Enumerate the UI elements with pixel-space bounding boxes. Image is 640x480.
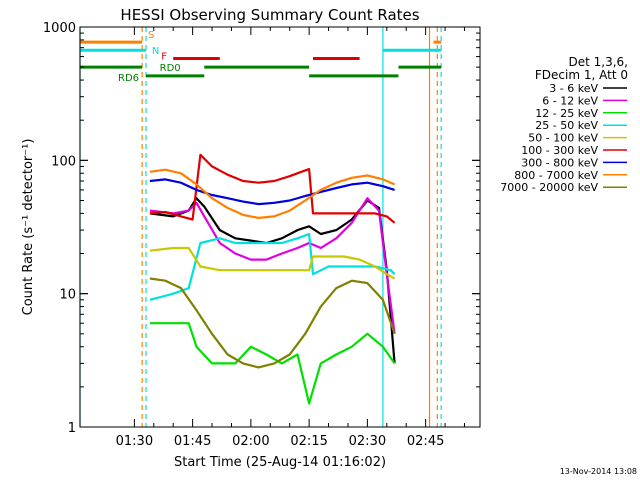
y-axis: 1 10 100 1000 (43, 21, 480, 436)
series-line-7000-20000-kev (149, 277, 396, 369)
legend-header-line-1: Det 1,3,6, (569, 55, 629, 69)
series-line-12-25-kev (149, 322, 396, 405)
series-line-300-800-kev (149, 178, 395, 206)
flag-label-rd6: RD6 (118, 73, 139, 84)
x-tick-label: 02:00 (232, 434, 269, 449)
x-tick-label: 01:45 (174, 434, 211, 449)
y-tick-label: 1000 (43, 21, 76, 36)
y-axis-label: Count Rate (s⁻¹ detector⁻¹) (21, 139, 36, 316)
series-line-3-6-kev (149, 197, 396, 364)
legend-label: 800 - 7000 keV (514, 169, 598, 182)
x-tick-label: 02:30 (349, 434, 386, 449)
legend-label: 6 - 12 keV (542, 94, 598, 107)
legend-label: 300 - 800 keV (521, 156, 598, 169)
y-tick-label: 100 (51, 154, 76, 169)
series-line-6-12-kev (149, 197, 396, 334)
plot-frame (79, 26, 481, 428)
x-tick-label: 01:30 (116, 434, 153, 449)
x-axis: 01:30 01:45 02:00 02:15 02:30 02:45 (116, 27, 465, 449)
flag-label-n: N (152, 46, 159, 57)
footer-timestamp: 13-Nov-2014 13:08 (560, 467, 637, 476)
legend-header-line-2: FDecim 1, Att 0 (535, 68, 628, 82)
legend-label: 7000 - 20000 keV (500, 181, 598, 194)
y-tick-label: 10 (59, 288, 76, 303)
x-tick-label: 02:45 (407, 434, 444, 449)
series-line-50-100-kev (149, 246, 396, 280)
legend-label: 3 - 6 keV (549, 82, 598, 95)
chart-title: HESSI Observing Summary Count Rates (120, 6, 419, 24)
legend-label: 50 - 100 keV (528, 132, 598, 145)
x-axis-label: Start Time (25-Aug-14 01:16:02) (174, 455, 386, 470)
flag-label-f: F (161, 52, 167, 63)
series-line-800-7000-kev (149, 168, 396, 219)
series-line-100-300-kev (149, 153, 396, 224)
series-line-25-50-kev (149, 232, 396, 301)
x-tick-label: 02:15 (290, 434, 327, 449)
flag-label-rd0: RD0 (160, 63, 181, 74)
legend-label: 25 - 50 keV (535, 119, 598, 132)
y-tick-label: 1 (68, 421, 76, 436)
legend-label: 12 - 25 keV (535, 107, 598, 120)
legend-label: 100 - 300 keV (521, 144, 598, 157)
flag-label-s: S (148, 30, 154, 41)
